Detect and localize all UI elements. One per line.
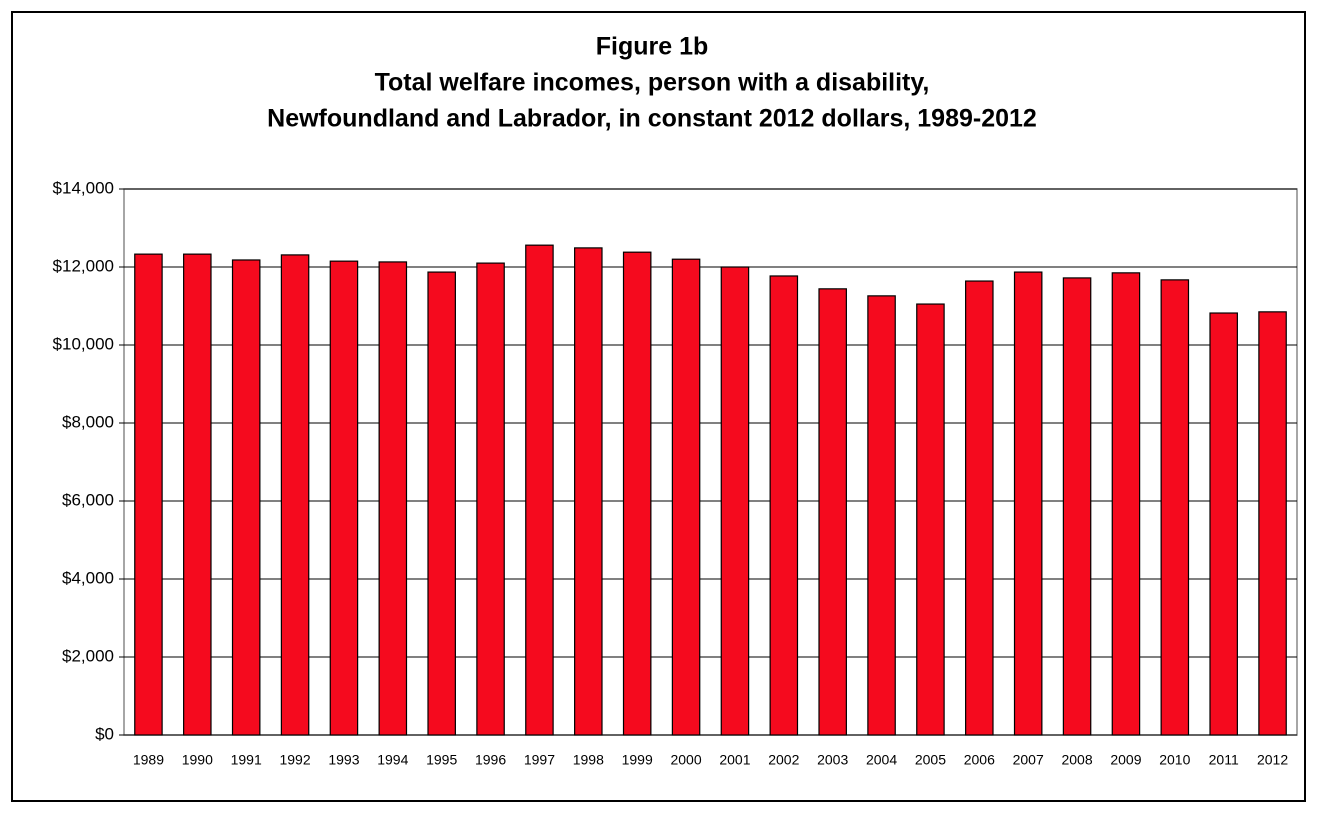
y-tick-label: $8,000 (62, 412, 114, 431)
bar (427, 271, 456, 736)
x-tick-label: 1989 (133, 752, 164, 768)
y-tick-label: $4,000 (62, 568, 114, 587)
chart-title: Total welfare incomes, person with a dis… (375, 69, 930, 97)
bar (183, 253, 212, 736)
y-tick-label: $0 (95, 724, 114, 743)
chart-title: Newfoundland and Labrador, in constant 2… (267, 105, 1037, 133)
x-tick-label: 2001 (719, 752, 750, 768)
bar (965, 280, 994, 736)
y-tick-label: $12,000 (53, 256, 114, 275)
x-tick-label: 1998 (573, 752, 604, 768)
bar (916, 303, 945, 736)
bar (525, 244, 554, 736)
x-tick-label: 2011 (1209, 752, 1239, 768)
bar (671, 258, 701, 736)
bar (720, 266, 750, 736)
bar (867, 295, 896, 736)
x-tick-label: 2007 (1013, 752, 1044, 768)
x-tick-label: 2012 (1257, 752, 1288, 768)
bar (1258, 311, 1287, 736)
x-tick-label: 2010 (1159, 752, 1190, 768)
bar (1013, 271, 1043, 736)
bar (329, 260, 359, 736)
x-tick-label: 1992 (279, 752, 310, 768)
x-tick-label: 2000 (670, 752, 701, 768)
bar (574, 247, 603, 736)
x-tick-label: 1991 (231, 752, 262, 768)
bar (622, 251, 652, 736)
bar (476, 262, 505, 736)
bar (769, 275, 799, 736)
bar (1160, 279, 1190, 736)
x-tick-label: 1997 (524, 752, 555, 768)
x-tick-label: 2009 (1110, 752, 1141, 768)
bar (1062, 277, 1092, 736)
x-tick-label: 2004 (866, 752, 897, 768)
x-tick-label: 1995 (426, 752, 457, 768)
y-tick-label: $2,000 (62, 646, 114, 665)
x-tick-label: 2003 (817, 752, 848, 768)
x-tick-label: 2002 (768, 752, 799, 768)
bar (280, 254, 310, 736)
y-tick-label: $6,000 (62, 490, 114, 509)
x-tick-label: 2005 (915, 752, 946, 768)
x-tick-label: 1996 (475, 752, 506, 768)
bar (1111, 272, 1141, 736)
x-tick-label: 1990 (182, 752, 213, 768)
bar (378, 261, 408, 736)
x-tick-label: 1994 (377, 752, 408, 768)
chart-title: Figure 1b (596, 33, 709, 61)
x-tick-label: 2006 (964, 752, 995, 768)
bar (1209, 312, 1238, 736)
y-tick-label: $14,000 (53, 178, 114, 197)
y-tick-label: $10,000 (53, 334, 114, 353)
x-tick-label: 2008 (1061, 752, 1092, 768)
bar (231, 259, 261, 736)
x-tick-label: 1999 (622, 752, 653, 768)
x-tick-label: 1993 (328, 752, 359, 768)
bar (818, 288, 847, 736)
bar (134, 253, 163, 736)
